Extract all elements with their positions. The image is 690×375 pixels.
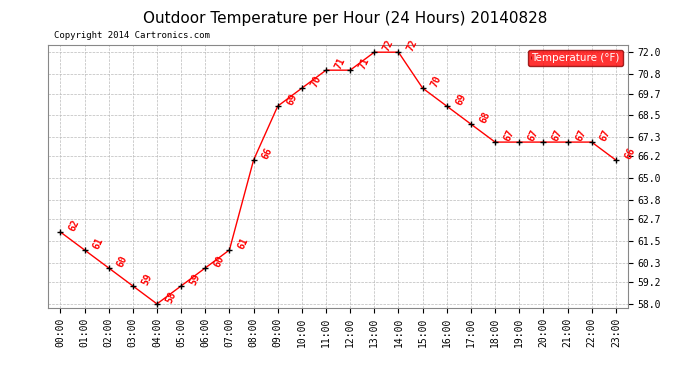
- Text: 60: 60: [213, 254, 226, 268]
- Text: 70: 70: [430, 74, 444, 89]
- Text: 72: 72: [382, 38, 395, 53]
- Text: 67: 67: [599, 128, 613, 143]
- Text: 58: 58: [164, 290, 178, 304]
- Text: 62: 62: [68, 218, 81, 232]
- Text: 69: 69: [454, 92, 468, 107]
- Text: 61: 61: [92, 236, 106, 250]
- Text: 59: 59: [140, 272, 154, 286]
- Text: 71: 71: [357, 56, 371, 71]
- Text: 66: 66: [261, 146, 275, 160]
- Text: 59: 59: [188, 272, 202, 286]
- Text: 67: 67: [575, 128, 589, 143]
- Text: 67: 67: [551, 128, 564, 143]
- Legend: Temperature (°F): Temperature (°F): [528, 50, 622, 66]
- Text: 68: 68: [478, 110, 492, 125]
- Text: 67: 67: [526, 128, 540, 143]
- Text: 61: 61: [237, 236, 250, 250]
- Text: 71: 71: [333, 56, 347, 71]
- Text: 66: 66: [623, 146, 637, 160]
- Text: 60: 60: [116, 254, 130, 268]
- Text: 72: 72: [406, 38, 420, 53]
- Text: 70: 70: [309, 74, 323, 89]
- Text: Outdoor Temperature per Hour (24 Hours) 20140828: Outdoor Temperature per Hour (24 Hours) …: [143, 11, 547, 26]
- Text: Copyright 2014 Cartronics.com: Copyright 2014 Cartronics.com: [54, 31, 210, 40]
- Text: 67: 67: [502, 128, 516, 143]
- Text: 69: 69: [285, 92, 299, 107]
